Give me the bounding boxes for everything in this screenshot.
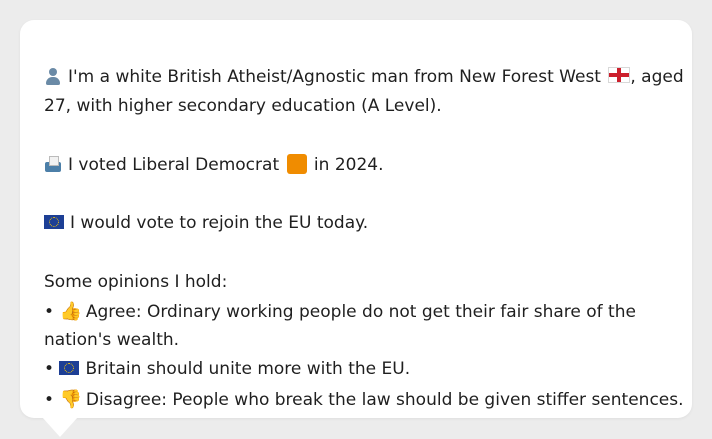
eu-line: I would vote to rejoin the EU today.	[44, 209, 368, 238]
ballot-box-icon	[44, 156, 62, 172]
orange-square-icon	[286, 154, 307, 174]
england-flag-icon	[608, 67, 631, 83]
vote-line: I voted Liberal Democrat in 2024.	[44, 151, 384, 180]
thumbs-down-icon: 👎	[59, 389, 82, 410]
opinion-item: • 👎 Disagree: People who break the law sh…	[44, 385, 684, 415]
opinion-text: nation's wealth.	[44, 330, 180, 350]
eu-text: I would vote to rejoin the EU today.	[70, 213, 369, 233]
profile-text-1: I'm a white British Atheist/Agnostic man…	[68, 67, 601, 87]
profile-text-1-tail: , aged	[630, 67, 684, 87]
profile-text-2: 27, with higher secondary education (A L…	[44, 96, 442, 116]
message-bubble: I'm a white British Atheist/Agnostic man…	[20, 20, 692, 418]
opinion-text: Britain should unite more with the EU.	[85, 359, 411, 379]
bubble-tail	[42, 417, 78, 437]
profile-line-1: I'm a white British Atheist/Agnostic man…	[44, 63, 684, 92]
bullet: •	[44, 302, 55, 322]
bullet: •	[44, 359, 55, 379]
eu-flag-icon	[44, 215, 64, 229]
thumbs-up-icon: 👍	[59, 301, 82, 322]
opinion-text: Disagree: People who break the law shoul…	[85, 390, 684, 410]
opinion-item-continued: nation's wealth.	[44, 326, 179, 355]
opinion-item: • 👍 Agree: Ordinary working people do not…	[44, 297, 636, 327]
vote-text-pre: I voted Liberal Democrat	[68, 155, 280, 175]
opinions-heading: Some opinions I hold:	[44, 272, 228, 292]
bust-in-silhouette-icon	[44, 67, 62, 85]
vote-text-post: in 2024.	[313, 155, 384, 175]
bullet: •	[44, 390, 55, 410]
eu-flag-icon	[59, 361, 80, 375]
opinion-item: • Britain should unite more with the EU.	[44, 355, 410, 384]
profile-line-2: 27, with higher secondary education (A L…	[44, 92, 442, 121]
opinion-text: Agree: Ordinary working people do not ge…	[85, 302, 636, 322]
